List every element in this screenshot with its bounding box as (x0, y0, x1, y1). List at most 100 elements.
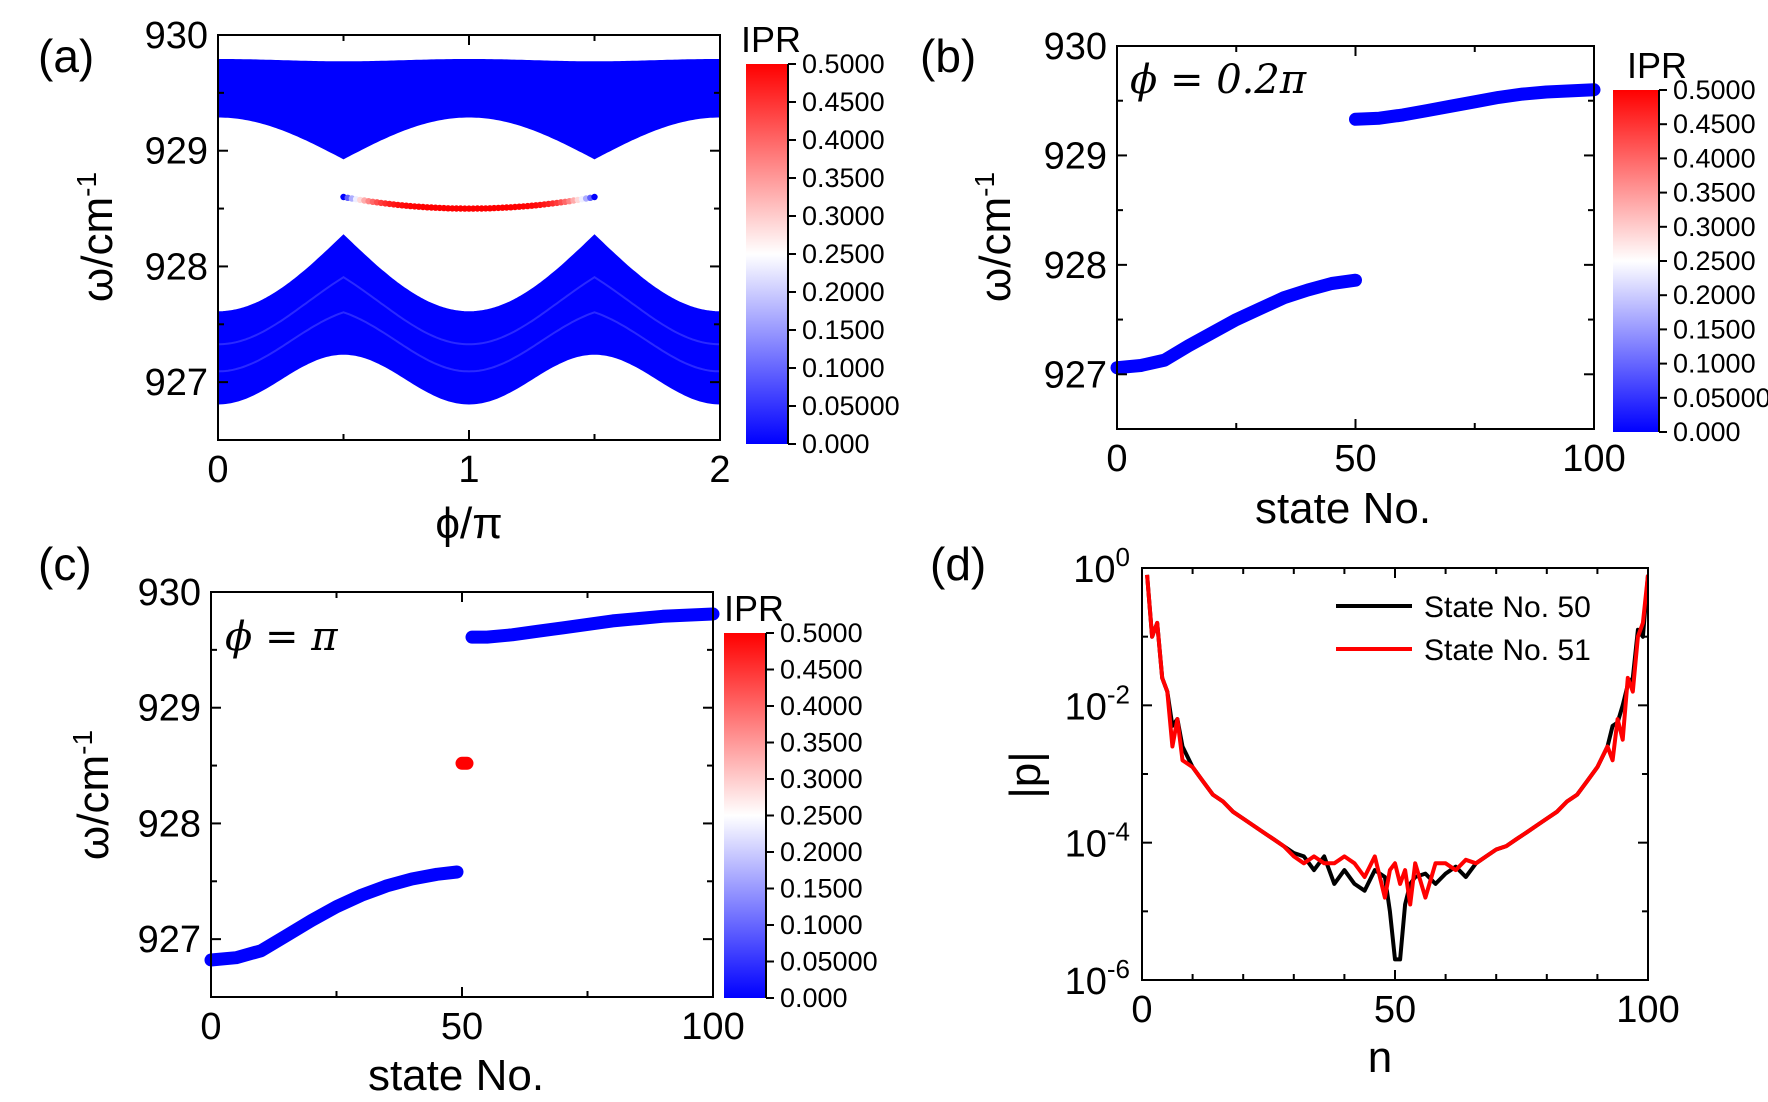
band-inner-line-0 (218, 311, 720, 373)
edge-state-point (591, 193, 598, 201)
colorbar-tick-label: 0.4500 (1673, 109, 1756, 139)
panel-label-d: (d) (930, 538, 986, 590)
colorbar-tick-label: 0.4000 (1673, 143, 1756, 173)
x-tick-label: 2 (709, 449, 730, 491)
colorbar-tick-label: 0.2500 (780, 801, 863, 831)
scatter-plot-b (1110, 83, 1601, 375)
colorbar-tick-label: 0.4500 (802, 87, 885, 117)
colorbar-tick-label: 0.3500 (802, 163, 885, 193)
colorbar-a: IPR 0.000 0.05000 0.1000 0.1500 0.2000 0.2500 0… (741, 19, 900, 459)
series-0 (204, 865, 464, 967)
y-tick-exponent: 0 (1116, 542, 1130, 572)
colorbar-tick-label: 0.4000 (802, 125, 885, 155)
colorbar-tick-label: 0.1500 (802, 315, 885, 345)
x-tick-label: 100 (1562, 438, 1625, 480)
panel-label-b: (b) (920, 30, 976, 82)
x-tick-label: 1 (458, 449, 479, 491)
series-1 (1349, 83, 1601, 126)
panel-c: (c) 0 50 100 927 928 929 930 ϕ = π state No. ω… (38, 538, 878, 1100)
colorbar-tick-label: 0.2000 (780, 837, 863, 867)
y-tick-exponent: -4 (1107, 817, 1130, 847)
colorbar-tick-label: 0.3500 (780, 728, 863, 758)
x-tick-label: 50 (441, 1006, 483, 1048)
colorbar-tick-label: 0.5000 (780, 618, 863, 648)
colorbar-tick-label: 0.000 (802, 429, 870, 459)
panel-b: (b) 0 50 100 927 928 929 930 ϕ = 0.2π state No… (920, 26, 1768, 533)
lower-band (218, 234, 720, 405)
x-tick-label: 0 (1106, 438, 1127, 480)
y-tick-label: 928 (138, 803, 201, 845)
x-tick-label: 50 (1334, 438, 1376, 480)
x-tick-label: 100 (681, 1006, 744, 1048)
colorbar-tick-label: 0.1000 (780, 910, 863, 940)
x-tick-label: 0 (1131, 989, 1152, 1031)
panel-a: (a) 0 1 2 927 928 929 930 ϕ/π ω/cm-1 IPR 0.000 0… (38, 15, 900, 548)
y-tick-exponent: -2 (1107, 679, 1130, 709)
panel-label-a: (a) (38, 30, 94, 82)
y-tick-label: 10-2 (1065, 679, 1130, 728)
colorbar-tick-label: 0.000 (780, 983, 848, 1013)
ticks-b: 0 50 100 927 928 929 930 (1044, 26, 1626, 480)
y-tick-label: 929 (145, 131, 208, 173)
y-tick-base: 10 (1065, 824, 1107, 866)
colorbar-tick-label: 0.2000 (802, 277, 885, 307)
y-tick-label: 927 (138, 919, 201, 961)
upper-band (218, 59, 720, 160)
scatter-plot-c (204, 607, 720, 967)
colorbar-tick-label: 0.1500 (780, 874, 863, 904)
series-2 (465, 607, 720, 644)
phi-annotation-b: ϕ = 0.2π (1130, 57, 1307, 103)
colorbar-title: IPR (741, 19, 801, 60)
colorbar-tick-label: 0.4500 (780, 655, 863, 685)
band-plot-a (218, 59, 720, 405)
colorbar-gradient (724, 633, 766, 998)
colorbar-tick-label: 0.1000 (802, 353, 885, 383)
colorbar-tick-label: 0.1000 (1673, 349, 1756, 379)
line-plot-d (1145, 574, 1648, 962)
axes-frame-d (1141, 567, 1649, 981)
colorbar-gradient (1613, 90, 1659, 432)
colorbar-tick-label: 0.3000 (1673, 212, 1756, 242)
y-tick-exponent: -6 (1107, 954, 1130, 984)
y-tick-label: 928 (145, 246, 208, 288)
ylabel-a: ω/cm-1 (71, 172, 122, 302)
colorbar-title: IPR (724, 588, 784, 629)
y-tick-label: 927 (145, 362, 208, 404)
y-tick-label: 927 (1044, 354, 1107, 396)
ylabel-b: ω/cm-1 (969, 172, 1020, 302)
axes-frame-b (1116, 45, 1595, 430)
ylabel-c: ω/cm-1 (67, 730, 118, 860)
x-tick-label: 50 (1374, 989, 1416, 1031)
x-tick-label: 0 (200, 1006, 221, 1048)
legend-label-state-50: State No. 50 (1424, 591, 1591, 624)
colorbar-tick-label: 0.1500 (1673, 314, 1756, 344)
colorbar-tick-label: 0.05000 (802, 391, 900, 421)
y-tick-label: 930 (145, 15, 208, 57)
x-tick-label: 0 (207, 449, 228, 491)
colorbar-tick-label: 0.05000 (1673, 383, 1768, 413)
y-tick-label: 929 (1044, 135, 1107, 177)
y-tick-base: 10 (1073, 549, 1115, 591)
colorbar-tick-label: 0.3000 (802, 201, 885, 231)
colorbar-tick-label: 0.05000 (780, 947, 878, 977)
panel-label-c: (c) (38, 538, 92, 590)
ticks-a: 0 1 2 927 928 929 930 (145, 15, 731, 491)
y-tick-label: 10-4 (1065, 817, 1130, 866)
y-tick-label: 928 (1044, 245, 1107, 287)
x-tick-label: 100 (1616, 989, 1679, 1031)
y-tick-label: 930 (138, 572, 201, 614)
series-0 (1110, 273, 1362, 375)
ylabel-d: |p| (1001, 751, 1050, 798)
colorbar-tick-label: 0.5000 (802, 49, 885, 79)
line-series-1 (1145, 574, 1648, 907)
band-inner-line-1 (218, 276, 720, 346)
xlabel-b: state No. (1255, 484, 1431, 533)
colorbar-tick-label: 0.000 (1673, 417, 1741, 447)
legend-d: State No. 50 State No. 51 (1336, 591, 1591, 667)
y-tick-base: 10 (1065, 961, 1107, 1003)
xlabel-a: ϕ/π (435, 499, 502, 548)
phi-annotation-c: ϕ = π (225, 614, 338, 660)
